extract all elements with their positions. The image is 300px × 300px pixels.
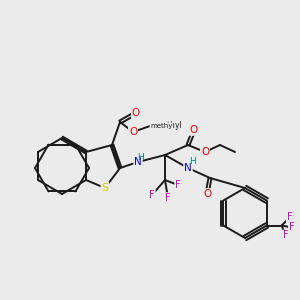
- Text: O: O: [203, 189, 211, 199]
- Text: S: S: [101, 183, 109, 193]
- Text: F: F: [289, 223, 295, 232]
- Text: N: N: [184, 163, 192, 173]
- Text: F: F: [149, 190, 155, 200]
- Text: F: F: [287, 212, 292, 223]
- Text: H: H: [189, 157, 195, 166]
- Text: O: O: [129, 127, 137, 137]
- Text: O: O: [190, 125, 198, 135]
- Text: F: F: [165, 193, 171, 203]
- Text: O: O: [132, 108, 140, 118]
- Text: F: F: [283, 230, 289, 241]
- Text: H: H: [138, 152, 144, 161]
- Text: methyl: methyl: [155, 122, 182, 130]
- Text: O: O: [201, 147, 209, 157]
- Text: F: F: [175, 180, 181, 190]
- Text: methyl: methyl: [150, 123, 174, 129]
- Text: N: N: [134, 157, 142, 167]
